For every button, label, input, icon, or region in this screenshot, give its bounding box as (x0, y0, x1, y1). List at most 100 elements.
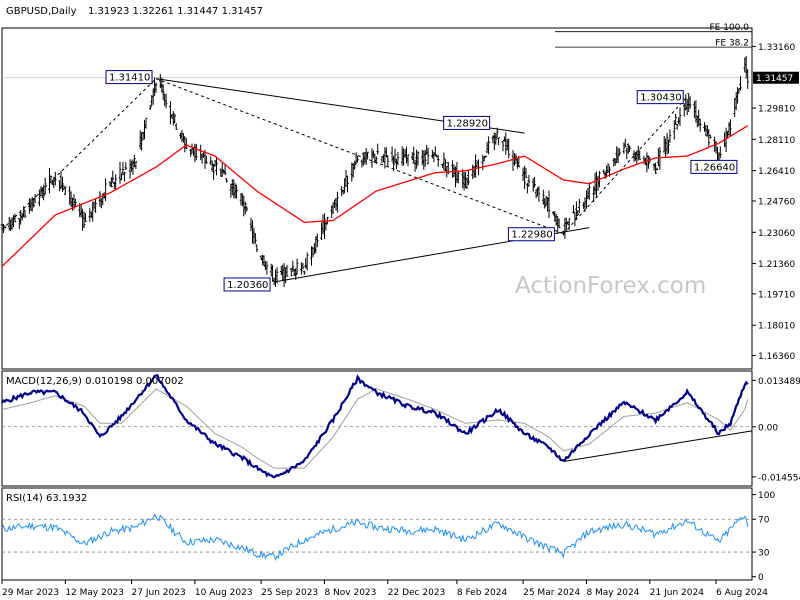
price-bar (245, 206, 248, 212)
price-bar (118, 161, 122, 184)
price-y-tick-label: 1.33160 (758, 43, 795, 53)
price-bar (542, 189, 545, 205)
price-bar (244, 201, 247, 215)
price-y-tick-label: 1.18010 (758, 322, 795, 332)
fe-level-label: FE 38.2 (715, 39, 749, 49)
price-bar (474, 154, 477, 178)
price-bar (622, 142, 626, 154)
price-bar (303, 270, 306, 275)
price-y-tick-label: 1.28110 (758, 136, 795, 146)
price-bar (54, 171, 57, 186)
price-bar (121, 161, 125, 175)
price-bar (3, 225, 7, 229)
price-bar (61, 176, 64, 192)
price-bar (673, 120, 676, 140)
price-bar (38, 189, 41, 207)
price-bar (667, 139, 670, 154)
rsi-title: RSI(14) 63.1932 (6, 493, 87, 504)
price-bar (572, 205, 575, 214)
price-label: 1.30430 (640, 93, 681, 104)
price-label-box (105, 70, 153, 85)
price-label: 1.26640 (694, 162, 735, 173)
price-bar (366, 151, 369, 160)
macd-trendline (563, 430, 753, 463)
price-bar (311, 247, 315, 258)
price-bar (537, 186, 541, 202)
price-bar (154, 82, 158, 93)
ohlc-readout: 1.31923 1.32261 1.31447 1.31457 (88, 6, 263, 17)
price-bar (628, 145, 631, 152)
price-y-tick-label: 1.19710 (758, 290, 795, 300)
price-label: 1.28920 (447, 118, 488, 129)
price-bar (501, 140, 505, 152)
price-bar (91, 201, 94, 222)
price-bar (654, 162, 657, 174)
current-price-label: 1.31457 (756, 74, 793, 84)
price-bar (507, 138, 510, 159)
macd-y-tick-label: 0.00 (758, 423, 778, 433)
rsi-y-tick-label: 70 (758, 516, 770, 526)
price-bar (423, 149, 427, 167)
price-bar (707, 129, 711, 148)
price-bar (225, 178, 228, 183)
price-bar (533, 176, 536, 187)
price-bar (124, 162, 128, 170)
price-bar (668, 129, 672, 143)
price-bar (123, 172, 126, 182)
price-bar (110, 177, 113, 188)
price-bar (291, 260, 295, 272)
price-bar (436, 155, 440, 167)
macd-plot (1, 374, 753, 479)
price-bar (98, 191, 102, 207)
price-bar (13, 213, 17, 223)
x-tick-label: 8 May 2024 (586, 588, 639, 598)
price-bar (578, 199, 581, 214)
price-bar (487, 136, 490, 155)
price-bar (104, 178, 107, 201)
price-bar (362, 152, 365, 166)
price-bar (494, 132, 498, 145)
price-bar (637, 145, 640, 161)
price-bar (23, 210, 27, 218)
price-bar (223, 164, 227, 175)
price-bar (356, 155, 359, 163)
price-bar (647, 155, 650, 169)
price-bar (416, 151, 420, 166)
price-label-box (223, 277, 271, 292)
price-bar (316, 233, 319, 248)
x-tick-label: 8 Nov 2023 (324, 588, 376, 598)
price-label: 1.31410 (109, 73, 150, 84)
price-bar (442, 152, 446, 171)
price-bar (665, 132, 669, 155)
price-bar (655, 167, 659, 171)
price-bar (290, 268, 293, 277)
chart-title: GBPUSD,Daily (6, 6, 77, 17)
dashed-trendline (155, 78, 564, 235)
price-bar (275, 267, 279, 284)
x-tick-label: 25 Mar 2024 (523, 588, 580, 598)
price-label-box (507, 227, 555, 242)
price-bar (698, 118, 702, 132)
price-bar (94, 198, 97, 213)
price-bar (393, 148, 397, 164)
price-bar (719, 146, 722, 159)
main-price-plot: FE 100.0 FE 38.2 1.31457 1.31410 1.20360 1.28… (0, 23, 799, 292)
price-bar (606, 163, 610, 173)
price-bar (174, 123, 178, 130)
price-bar (675, 123, 679, 130)
price-bar (74, 198, 77, 207)
x-tick-label: 10 Aug 2023 (195, 588, 253, 598)
price-bar (255, 244, 259, 253)
price-bar (638, 150, 641, 160)
price-bar (678, 107, 682, 126)
price-bar (658, 147, 662, 170)
price-bar (285, 264, 289, 277)
price-bar (386, 155, 390, 167)
price-bar (467, 169, 470, 185)
price-bar (336, 191, 339, 213)
price-bar (310, 246, 313, 266)
price-bar (149, 104, 152, 110)
price-bar (392, 155, 395, 172)
price-label: 1.20360 (227, 280, 268, 291)
